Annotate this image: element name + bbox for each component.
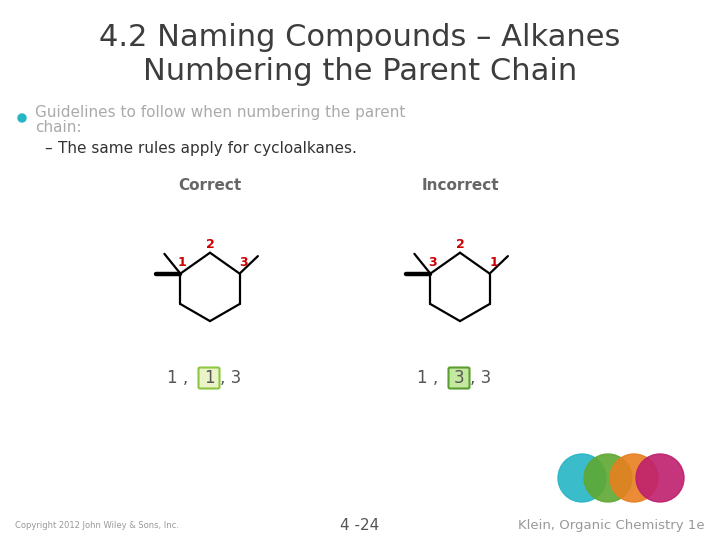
Text: 3: 3 — [428, 256, 436, 269]
Text: 1: 1 — [489, 256, 498, 269]
Text: 4.2 Naming Compounds – Alkanes: 4.2 Naming Compounds – Alkanes — [99, 24, 621, 52]
FancyBboxPatch shape — [449, 368, 469, 388]
Text: Incorrect: Incorrect — [421, 178, 499, 192]
Text: , 3: , 3 — [470, 369, 491, 387]
Text: Copyright 2012 John Wiley & Sons, Inc.: Copyright 2012 John Wiley & Sons, Inc. — [15, 522, 179, 530]
Circle shape — [636, 454, 684, 502]
Text: 1: 1 — [178, 256, 186, 269]
Circle shape — [558, 454, 606, 502]
Text: 1 ,: 1 , — [418, 369, 438, 387]
Circle shape — [584, 454, 632, 502]
Text: Numbering the Parent Chain: Numbering the Parent Chain — [143, 57, 577, 86]
Circle shape — [18, 114, 26, 122]
Circle shape — [610, 454, 658, 502]
Text: 1 ,: 1 , — [167, 369, 189, 387]
Text: , 3: , 3 — [220, 369, 241, 387]
Text: The same rules apply for cycloalkanes.: The same rules apply for cycloalkanes. — [58, 140, 357, 156]
Text: chain:: chain: — [35, 120, 81, 136]
Text: Correct: Correct — [179, 178, 242, 192]
Text: 2: 2 — [456, 238, 464, 251]
Text: –: – — [44, 140, 52, 156]
Text: 1: 1 — [204, 369, 215, 387]
Text: 3: 3 — [454, 369, 464, 387]
FancyBboxPatch shape — [199, 368, 220, 388]
Text: Klein, Organic Chemistry 1e: Klein, Organic Chemistry 1e — [518, 519, 705, 532]
Text: 3: 3 — [239, 256, 248, 269]
Text: Guidelines to follow when numbering the parent: Guidelines to follow when numbering the … — [35, 105, 405, 120]
Text: 2: 2 — [206, 238, 215, 251]
Text: 4 -24: 4 -24 — [341, 518, 379, 534]
